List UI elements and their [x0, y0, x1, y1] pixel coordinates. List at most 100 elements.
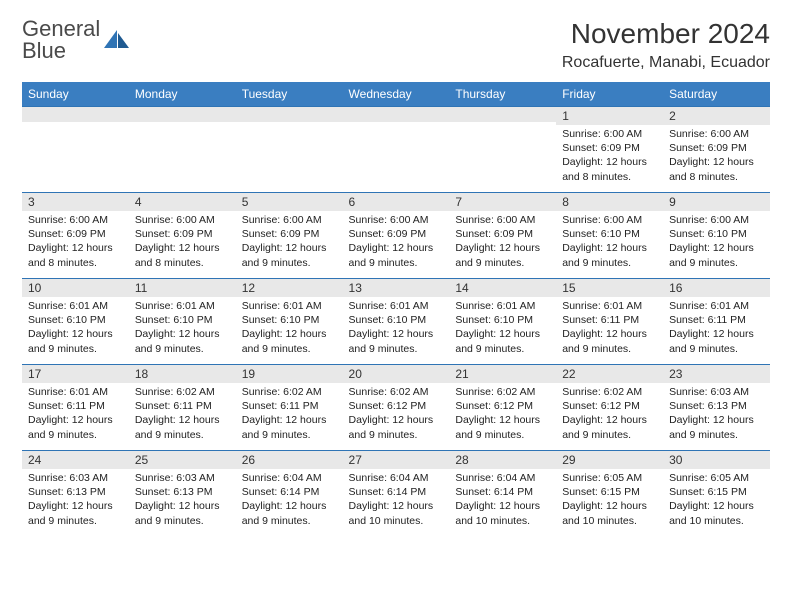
day-number — [449, 106, 556, 122]
day-detail-line: and 10 minutes. — [349, 514, 444, 528]
day-detail-line: Daylight: 12 hours — [135, 241, 230, 255]
day-detail-line: Sunrise: 6:02 AM — [562, 385, 657, 399]
calendar-cell: 21Sunrise: 6:02 AMSunset: 6:12 PMDayligh… — [449, 364, 556, 450]
day-detail-line: Sunset: 6:10 PM — [669, 227, 764, 241]
day-details: Sunrise: 6:01 AMSunset: 6:11 PMDaylight:… — [663, 297, 770, 360]
day-number: 28 — [449, 450, 556, 469]
day-detail-line: Sunset: 6:09 PM — [455, 227, 550, 241]
day-detail-line: Sunrise: 6:02 AM — [455, 385, 550, 399]
day-detail-line: and 9 minutes. — [28, 342, 123, 356]
day-detail-line: Daylight: 12 hours — [669, 499, 764, 513]
day-details: Sunrise: 6:03 AMSunset: 6:13 PMDaylight:… — [22, 469, 129, 532]
day-number: 15 — [556, 278, 663, 297]
day-detail-line: Daylight: 12 hours — [562, 241, 657, 255]
calendar-page: General Blue November 2024 Rocafuerte, M… — [0, 0, 792, 554]
header: General Blue November 2024 Rocafuerte, M… — [22, 18, 770, 72]
day-details: Sunrise: 6:00 AMSunset: 6:09 PMDaylight:… — [343, 211, 450, 274]
day-detail-line: Sunset: 6:09 PM — [349, 227, 444, 241]
day-detail-line: Sunset: 6:10 PM — [349, 313, 444, 327]
calendar-cell: 13Sunrise: 6:01 AMSunset: 6:10 PMDayligh… — [343, 278, 450, 364]
day-details: Sunrise: 6:01 AMSunset: 6:10 PMDaylight:… — [449, 297, 556, 360]
day-detail-line: Sunset: 6:14 PM — [349, 485, 444, 499]
day-detail-line: Sunset: 6:09 PM — [562, 141, 657, 155]
day-number: 5 — [236, 192, 343, 211]
calendar-cell: 27Sunrise: 6:04 AMSunset: 6:14 PMDayligh… — [343, 450, 450, 536]
day-details: Sunrise: 6:05 AMSunset: 6:15 PMDaylight:… — [663, 469, 770, 532]
day-detail-line: Daylight: 12 hours — [135, 327, 230, 341]
day-detail-line: and 8 minutes. — [562, 170, 657, 184]
day-detail-line: and 9 minutes. — [455, 428, 550, 442]
weekday-header: Monday — [129, 82, 236, 106]
day-detail-line: Daylight: 12 hours — [28, 327, 123, 341]
day-detail-line: Sunset: 6:09 PM — [669, 141, 764, 155]
day-number: 23 — [663, 364, 770, 383]
day-detail-line: Sunrise: 6:03 AM — [28, 471, 123, 485]
logo-line1: General — [22, 18, 100, 40]
day-number: 12 — [236, 278, 343, 297]
day-detail-line: Sunrise: 6:00 AM — [669, 213, 764, 227]
day-detail-line: Daylight: 12 hours — [562, 499, 657, 513]
calendar-cell — [343, 106, 450, 192]
day-detail-line: Daylight: 12 hours — [242, 241, 337, 255]
day-detail-line: and 9 minutes. — [28, 428, 123, 442]
day-number — [236, 106, 343, 122]
day-detail-line: Sunrise: 6:00 AM — [28, 213, 123, 227]
day-detail-line: and 8 minutes. — [28, 256, 123, 270]
day-number: 18 — [129, 364, 236, 383]
day-number — [22, 106, 129, 122]
day-detail-line: Sunset: 6:15 PM — [669, 485, 764, 499]
day-number: 30 — [663, 450, 770, 469]
title-block: November 2024 Rocafuerte, Manabi, Ecuado… — [562, 18, 770, 72]
day-number: 19 — [236, 364, 343, 383]
day-detail-line: Sunset: 6:11 PM — [562, 313, 657, 327]
day-detail-line: Daylight: 12 hours — [455, 327, 550, 341]
day-detail-line: Sunrise: 6:00 AM — [562, 127, 657, 141]
day-detail-line: Sunrise: 6:01 AM — [28, 385, 123, 399]
day-number: 21 — [449, 364, 556, 383]
day-number: 1 — [556, 106, 663, 125]
day-detail-line: Daylight: 12 hours — [562, 327, 657, 341]
day-detail-line: and 9 minutes. — [669, 256, 764, 270]
day-detail-line: and 9 minutes. — [562, 428, 657, 442]
day-number — [129, 106, 236, 122]
day-detail-line: Sunrise: 6:01 AM — [28, 299, 123, 313]
weekday-header: Sunday — [22, 82, 129, 106]
calendar-cell — [236, 106, 343, 192]
day-number: 14 — [449, 278, 556, 297]
day-detail-line: and 9 minutes. — [455, 342, 550, 356]
calendar-table: Sunday Monday Tuesday Wednesday Thursday… — [22, 82, 770, 536]
day-detail-line: Sunset: 6:15 PM — [562, 485, 657, 499]
day-detail-line: Sunrise: 6:00 AM — [455, 213, 550, 227]
day-details: Sunrise: 6:00 AMSunset: 6:09 PMDaylight:… — [22, 211, 129, 274]
day-detail-line: and 10 minutes. — [562, 514, 657, 528]
day-detail-line: and 8 minutes. — [135, 256, 230, 270]
day-detail-line: and 9 minutes. — [562, 342, 657, 356]
calendar-row: 10Sunrise: 6:01 AMSunset: 6:10 PMDayligh… — [22, 278, 770, 364]
day-detail-line: Sunset: 6:12 PM — [455, 399, 550, 413]
calendar-body: 1Sunrise: 6:00 AMSunset: 6:09 PMDaylight… — [22, 106, 770, 536]
day-details: Sunrise: 6:02 AMSunset: 6:12 PMDaylight:… — [449, 383, 556, 446]
day-detail-line: and 9 minutes. — [242, 514, 337, 528]
day-details: Sunrise: 6:02 AMSunset: 6:12 PMDaylight:… — [343, 383, 450, 446]
day-number: 25 — [129, 450, 236, 469]
day-detail-line: and 9 minutes. — [28, 514, 123, 528]
calendar-cell: 23Sunrise: 6:03 AMSunset: 6:13 PMDayligh… — [663, 364, 770, 450]
day-details: Sunrise: 6:00 AMSunset: 6:09 PMDaylight:… — [236, 211, 343, 274]
day-detail-line: Daylight: 12 hours — [349, 327, 444, 341]
day-detail-line: Daylight: 12 hours — [349, 241, 444, 255]
day-detail-line: Sunrise: 6:01 AM — [135, 299, 230, 313]
day-detail-line: Sunrise: 6:02 AM — [135, 385, 230, 399]
calendar-cell: 10Sunrise: 6:01 AMSunset: 6:10 PMDayligh… — [22, 278, 129, 364]
day-detail-line: Sunset: 6:14 PM — [455, 485, 550, 499]
day-number: 8 — [556, 192, 663, 211]
day-detail-line: Daylight: 12 hours — [455, 499, 550, 513]
calendar-cell: 1Sunrise: 6:00 AMSunset: 6:09 PMDaylight… — [556, 106, 663, 192]
day-detail-line: and 8 minutes. — [669, 170, 764, 184]
calendar-cell: 30Sunrise: 6:05 AMSunset: 6:15 PMDayligh… — [663, 450, 770, 536]
day-detail-line: Daylight: 12 hours — [242, 413, 337, 427]
day-detail-line: Sunrise: 6:01 AM — [669, 299, 764, 313]
calendar-cell: 26Sunrise: 6:04 AMSunset: 6:14 PMDayligh… — [236, 450, 343, 536]
day-number — [343, 106, 450, 122]
day-details: Sunrise: 6:00 AMSunset: 6:09 PMDaylight:… — [663, 125, 770, 188]
day-detail-line: Sunset: 6:11 PM — [28, 399, 123, 413]
